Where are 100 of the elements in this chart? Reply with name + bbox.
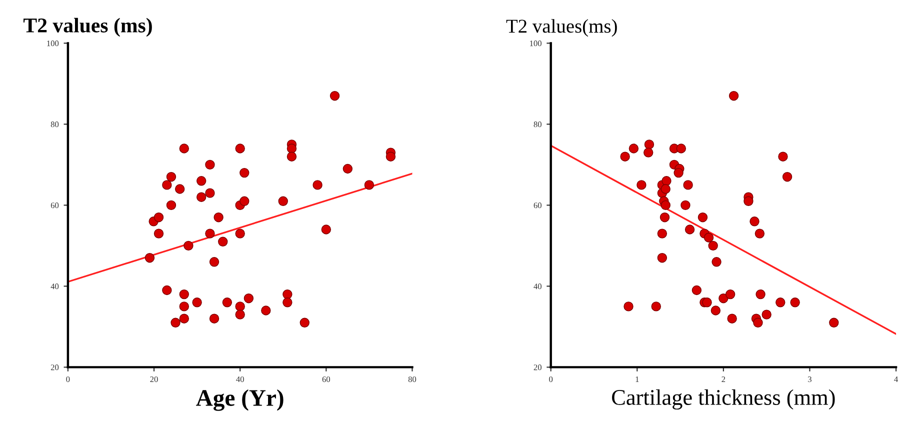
- point: [744, 196, 754, 206]
- point: [162, 285, 172, 296]
- x-tick-label: 2: [722, 376, 726, 382]
- point: [170, 318, 180, 328]
- point: [644, 148, 654, 158]
- point: [179, 144, 189, 154]
- point: [179, 302, 189, 312]
- point: [728, 91, 739, 101]
- point: [624, 302, 634, 312]
- point: [620, 152, 630, 162]
- x-tick-label: 40: [236, 376, 244, 382]
- point: [278, 196, 288, 206]
- point: [756, 289, 766, 300]
- point: [680, 200, 690, 210]
- point: [753, 318, 763, 328]
- point: [778, 152, 788, 162]
- point: [184, 240, 194, 251]
- point: [205, 188, 215, 198]
- y-axis-title: T2 values(ms): [506, 19, 617, 37]
- point: [235, 310, 245, 320]
- point: [282, 289, 292, 300]
- point: [651, 302, 661, 312]
- point: [704, 232, 714, 242]
- point: [660, 212, 670, 222]
- point: [222, 298, 232, 308]
- x-tick-label: 4: [894, 376, 898, 382]
- point: [776, 298, 786, 308]
- x-tick-label: 0: [66, 376, 70, 382]
- point: [762, 310, 772, 320]
- x-tick-label: 80: [408, 376, 416, 382]
- point: [166, 172, 176, 182]
- point: [684, 224, 695, 234]
- point: [754, 228, 765, 238]
- y-tick-label: 20: [534, 364, 542, 370]
- x-tick-label: 20: [150, 376, 158, 382]
- point: [240, 196, 250, 206]
- point: [154, 228, 164, 238]
- point: [209, 314, 220, 324]
- point: [342, 164, 353, 174]
- point: [386, 152, 396, 162]
- point: [628, 144, 639, 154]
- point: [636, 180, 646, 190]
- y-tick-label: 100: [530, 40, 542, 46]
- point: [657, 228, 668, 238]
- point: [364, 180, 374, 190]
- point: [154, 212, 164, 222]
- point: [286, 144, 297, 154]
- point: [725, 289, 736, 300]
- point: [330, 91, 340, 101]
- point: [179, 314, 189, 324]
- point: [218, 236, 228, 246]
- point: [727, 314, 737, 324]
- point: [240, 168, 250, 178]
- point: [261, 306, 271, 316]
- point: [235, 144, 245, 154]
- point: [692, 285, 702, 296]
- point: [209, 257, 220, 267]
- point: [192, 298, 202, 308]
- point: [300, 318, 310, 328]
- point: [321, 224, 332, 234]
- point: [205, 228, 215, 238]
- y-tick-label: 40: [50, 284, 59, 290]
- y-axis-title: T2 values (ms): [24, 18, 152, 37]
- point: [196, 176, 206, 186]
- point: [718, 294, 728, 304]
- x-tick-label: 3: [808, 376, 812, 382]
- point: [829, 318, 839, 328]
- point: [214, 212, 224, 222]
- point: [790, 298, 800, 308]
- point: [698, 212, 708, 222]
- point: [657, 253, 668, 263]
- point: [174, 184, 185, 194]
- point: [660, 200, 670, 210]
- x-tick-label: 60: [322, 376, 330, 382]
- point: [712, 257, 722, 267]
- y-tick-label: 100: [47, 40, 59, 46]
- x-tick-label: 1: [636, 376, 639, 382]
- point: [660, 184, 670, 194]
- y-tick-label: 80: [534, 122, 542, 128]
- point: [166, 200, 176, 210]
- point: [750, 216, 760, 226]
- x-axis-title: Age (Yr): [196, 389, 284, 411]
- point: [674, 168, 684, 178]
- x-axis-title: Cartilage thickness (mm): [612, 389, 835, 410]
- x-tick-label: 0: [549, 376, 553, 382]
- point: [312, 180, 322, 190]
- y-tick-label: 80: [50, 122, 59, 128]
- point: [286, 152, 297, 162]
- point: [710, 306, 721, 316]
- point: [782, 172, 792, 182]
- point: [162, 180, 172, 190]
- point: [235, 228, 245, 238]
- point: [244, 294, 254, 304]
- point: [235, 302, 245, 312]
- point: [205, 160, 215, 170]
- y-tick-label: 60: [534, 202, 542, 208]
- point: [708, 240, 718, 251]
- point: [662, 176, 672, 186]
- y-tick-label: 60: [50, 202, 59, 208]
- y-tick-label: 20: [50, 364, 59, 370]
